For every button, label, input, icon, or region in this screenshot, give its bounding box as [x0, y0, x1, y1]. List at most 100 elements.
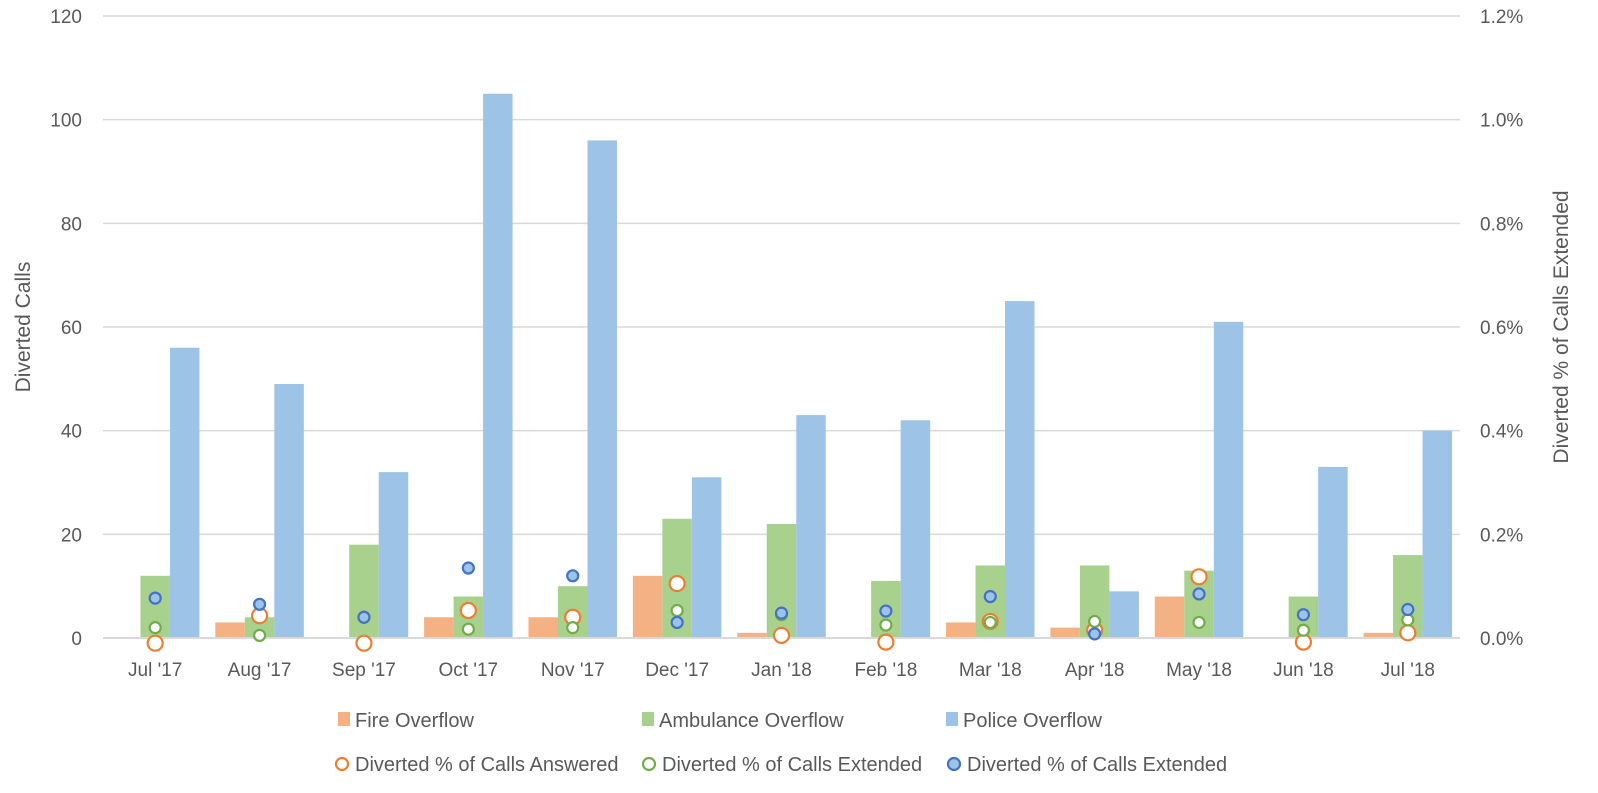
legend: Fire Overflow Ambulance Overflow Police Ov…: [334, 710, 1227, 776]
left-axis-ticks: 0 20 40 60 80 100 120: [50, 7, 82, 650]
legend-label: Police Overflow: [963, 710, 1102, 732]
left-tick-label: 60: [61, 318, 82, 339]
marker-point: [357, 610, 371, 624]
bar-fire-overflow: [1050, 627, 1080, 638]
x-tick-label: Jul '18: [1381, 660, 1435, 681]
bar-fire-overflow: [1363, 632, 1394, 638]
marker-point: [668, 574, 686, 593]
right-tick-label: 0.2%: [1480, 525, 1523, 546]
x-axis-ticks: Jul '17 Aug '17 Sep '17 Oct '17 Nov '17 Dec '…: [128, 660, 1435, 681]
legend-marker: [946, 756, 962, 772]
right-tick-label: 1.0%: [1480, 111, 1523, 132]
legend-marker: [334, 756, 350, 772]
legend-swatch: [946, 712, 958, 726]
x-tick-label: Mar '18: [959, 660, 1022, 681]
marker-point: [877, 633, 895, 651]
marker-point: [148, 591, 162, 605]
right-axis-title: Diverted % of Calls Extended: [1550, 190, 1573, 463]
marker-point: [983, 615, 997, 630]
marker-point: [1296, 623, 1311, 637]
left-tick-label: 20: [61, 525, 82, 546]
bar-police-overflow: [378, 472, 409, 638]
bar-police-overflow: [900, 420, 931, 638]
x-tick-label: Nov '17: [541, 660, 605, 681]
marker-point: [1399, 624, 1417, 642]
bar-fire-overflow: [215, 622, 245, 638]
bar-police-overflow: [1422, 430, 1453, 638]
marker-point: [1296, 608, 1311, 622]
marker-point: [1192, 615, 1206, 630]
x-tick-label: Aug '17: [228, 660, 292, 681]
marker-point: [774, 606, 789, 620]
right-tick-label: 0.4%: [1480, 422, 1523, 443]
bar-police-overflow: [587, 140, 617, 638]
right-tick-label: 0.0%: [1480, 629, 1523, 650]
left-tick-label: 0: [71, 629, 82, 650]
right-tick-label: 1.2%: [1480, 7, 1523, 28]
bar-fire-overflow: [528, 617, 558, 638]
legend-label: Diverted % of Calls Extended: [967, 754, 1227, 776]
left-axis-title: Diverted Calls: [12, 262, 35, 393]
bar-police-overflow: [1109, 591, 1139, 638]
x-tick-label: May '18: [1166, 660, 1232, 681]
gridlines: [103, 15, 1460, 536]
left-tick-label: 120: [50, 7, 82, 28]
bar-police-overflow: [691, 477, 722, 638]
x-tick-label: Feb '18: [854, 660, 917, 681]
bar-fire-overflow: [632, 575, 663, 638]
legend-swatch: [642, 712, 654, 726]
marker-point: [1401, 602, 1415, 617]
x-tick-label: Dec '17: [645, 660, 709, 681]
legend-marker: [641, 756, 657, 772]
right-tick-label: 0.8%: [1480, 214, 1523, 235]
bar-police-overflow: [169, 347, 200, 638]
legend-label: Ambulance Overflow: [659, 710, 844, 732]
bar-police-overflow: [483, 93, 513, 638]
left-tick-label: 100: [50, 111, 82, 132]
x-tick-label: Apr '18: [1065, 660, 1125, 681]
marker-point: [566, 569, 580, 583]
bar-fire-overflow: [1154, 596, 1185, 638]
x-tick-label: Sep '17: [332, 660, 396, 681]
bar-ambulance-overflow: [349, 544, 379, 638]
right-axis-ticks: 0.0% 0.2% 0.4% 0.6% 0.8% 1.0% 1.2%: [1480, 7, 1523, 650]
marker-point: [879, 618, 893, 632]
x-tick-label: Jun '18: [1273, 660, 1334, 681]
bar-fire-overflow: [424, 617, 454, 638]
bar-police-overflow: [1318, 466, 1348, 638]
x-tick-label: Jul '17: [128, 660, 182, 681]
x-tick-label: Jan '18: [751, 660, 812, 681]
bar-ambulance-overflow: [244, 617, 275, 638]
marker-point: [1088, 627, 1102, 641]
bars: [140, 93, 1453, 638]
marker-point: [1088, 614, 1102, 629]
marker-point: [670, 603, 684, 618]
bar-police-overflow: [274, 384, 304, 638]
marker-point: [566, 621, 580, 635]
right-tick-label: 0.6%: [1480, 318, 1523, 339]
marker-point: [355, 634, 373, 652]
marker-point: [146, 634, 164, 652]
left-tick-label: 80: [61, 214, 82, 235]
marker-point: [1190, 568, 1208, 586]
marker-point: [983, 589, 997, 604]
legend-label: Fire Overflow: [355, 710, 474, 732]
marker-point: [252, 597, 267, 611]
marker-point: [459, 601, 477, 620]
markers: [146, 561, 1417, 652]
bar-police-overflow: [796, 415, 826, 638]
marker-point: [252, 628, 267, 643]
marker-point: [1294, 633, 1313, 651]
marker-point: [670, 615, 684, 630]
legend-label: Diverted % of Calls Answered: [355, 754, 618, 776]
x-tick-label: Oct '17: [439, 660, 499, 681]
marker-point: [772, 626, 791, 645]
left-tick-label: 40: [61, 422, 82, 443]
bar-fire-overflow: [737, 632, 767, 638]
marker-point: [461, 561, 475, 575]
bar-police-overflow: [1005, 301, 1035, 638]
marker-point: [879, 604, 893, 618]
marker-point: [461, 622, 475, 636]
marker-point: [1192, 587, 1206, 601]
